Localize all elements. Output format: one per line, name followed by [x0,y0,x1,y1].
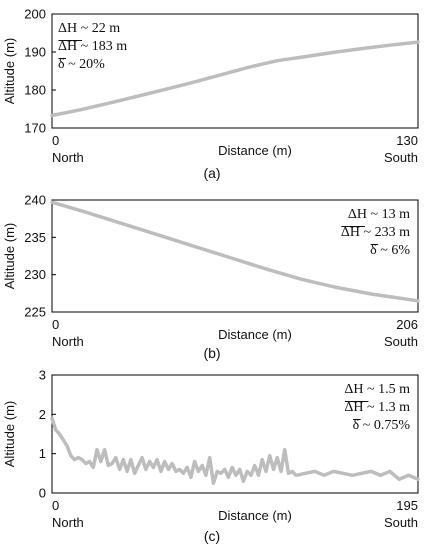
y-tick-label: 0 [39,486,46,501]
y-tick-label: 170 [24,121,46,136]
y-axis-label: Altitude (m) [2,38,17,104]
plot-frame [51,374,419,494]
y-tick-label: 2 [39,407,46,422]
y-tick-label: 240 [24,193,46,208]
x-tick-label: 0 [52,498,59,513]
y-tick-label: 3 [39,368,46,383]
x-end-label-right: South [384,515,418,530]
y-tick-label: 200 [24,7,46,22]
x-end-label-left: North [52,150,84,165]
altitude-profile-line [50,40,420,118]
x-axis-label: Distance (m) [218,508,292,523]
x-tick-label: 130 [396,133,418,148]
annotation-3: δ ~ 0.75% [353,418,411,433]
altitude-profile-line [50,416,420,485]
panel-caption: (b) [203,345,220,361]
annotation-2: ΔH ~ 233 m [341,225,410,240]
x-end-label-left: North [52,334,84,349]
y-tick-label: 235 [24,230,46,245]
x-axis-label: Distance (m) [218,143,292,158]
y-axis-label: Altitude (m) [2,223,17,289]
y-axis-label: Altitude (m) [2,401,17,467]
annotation-3: δ ~ 6% [370,243,410,258]
x-end-label-right: South [384,334,418,349]
x-tick-label: 0 [52,133,59,148]
x-tick-label: 195 [396,498,418,513]
annotation-2: ΔH ~ 1.3 m [344,400,410,415]
y-tick-label: 1 [39,446,46,461]
x-end-label-right: South [384,150,418,165]
y-tick-label: 190 [24,45,46,60]
annotation-2: ΔH ~ 183 m [58,39,127,54]
chart-panel-2: 225 230 235 240 0 206 North South Distance (m) Al… [2,193,420,361]
plot-frame [51,13,419,129]
annotation-3: δ ~ 20% [58,57,105,72]
y-tick-label: 225 [24,305,46,320]
chart-panel-1: 170 180 190 200 0 130 North South Distance (m) Al… [2,7,420,181]
y-tick-label: 180 [24,83,46,98]
annotation-1: ΔH ~ 13 m [348,207,410,222]
x-tick-label: 0 [52,317,59,332]
annotation-1: ΔH ~ 1.5 m [344,382,410,397]
x-tick-label: 206 [396,317,418,332]
plot-frame [51,199,419,313]
altitude-profile-line [50,200,420,303]
y-tick-label: 230 [24,267,46,282]
annotation-1: ΔH ~ 22 m [58,21,120,36]
x-end-label-left: North [52,515,84,530]
x-axis-label: Distance (m) [218,327,292,342]
chart-panel-3: 0 1 2 3 0 195 North South Distance (m) Altitude (… [2,368,420,544]
panel-caption: (c) [204,528,220,544]
panel-caption: (a) [203,165,220,181]
